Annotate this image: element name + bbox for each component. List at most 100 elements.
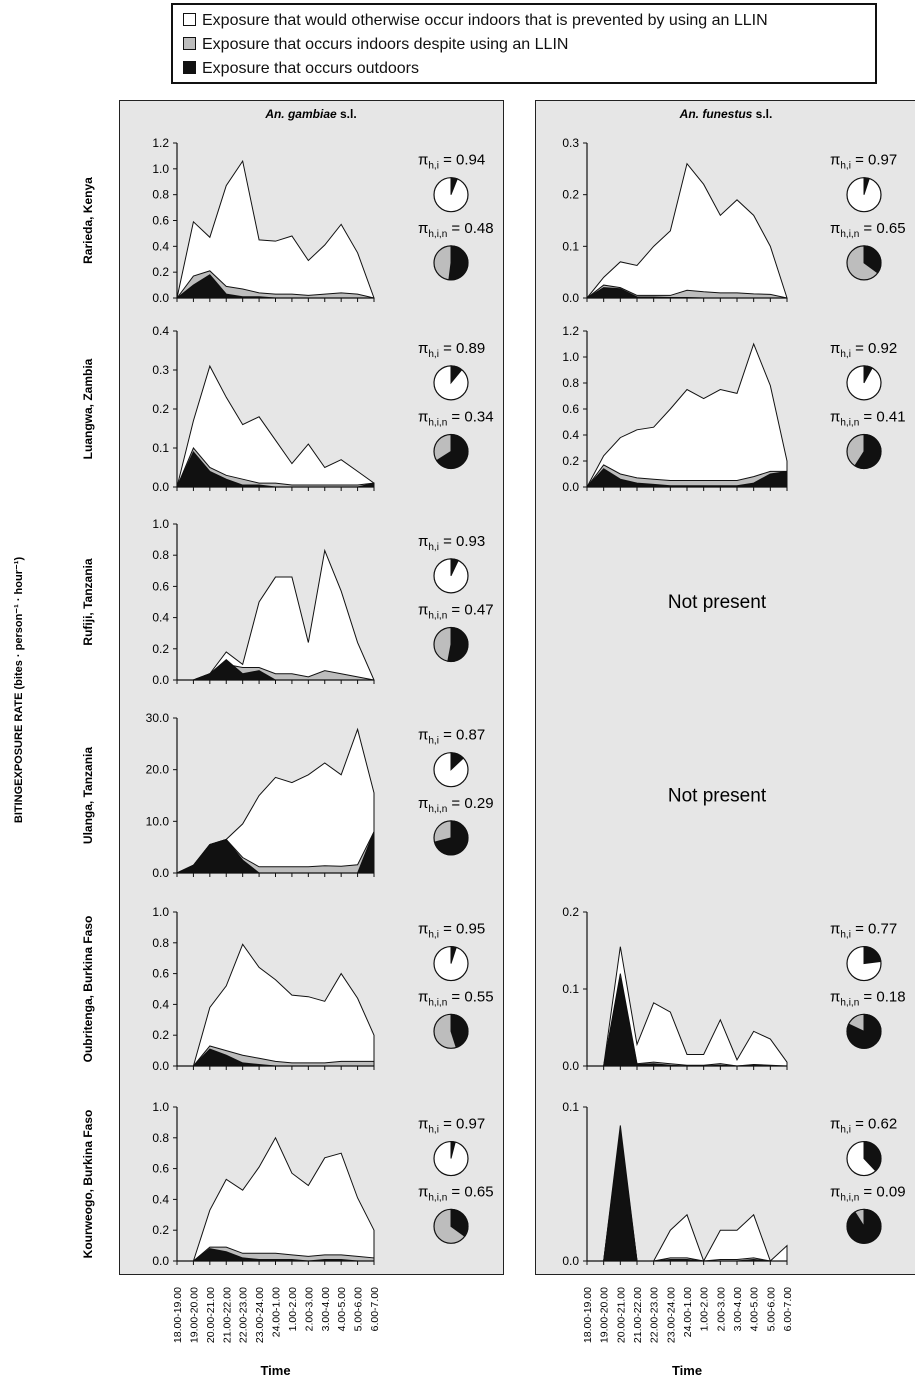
y-tick-label-r5-c0-0: 0.0 bbox=[152, 1254, 169, 1268]
legend-label-prevented: Exposure that would otherwise occur indo… bbox=[202, 12, 768, 29]
area-prevented-r5-c0 bbox=[177, 1136, 375, 1262]
pi-hi-label-r5-c1: πh,i = 0.62 bbox=[830, 1116, 897, 1136]
x-tick-label-c1-2: 20.00-21.00 bbox=[615, 1287, 627, 1343]
x-tick-label-c1-8: 2.00-3.00 bbox=[715, 1287, 727, 1332]
x-tick-label-c1-4: 22.00-23.00 bbox=[649, 1287, 661, 1343]
pie-hi-r5-c0-slice bbox=[450, 1141, 456, 1159]
x-tick-label-c1-3: 21.00-22.00 bbox=[632, 1287, 644, 1343]
y-tick-label-r5-c0-5: 1.0 bbox=[152, 1100, 169, 1114]
pi-hi-label-r3-c0: πh,i = 0.87 bbox=[418, 727, 485, 747]
x-tick-label-c0-12: 6.00-7.00 bbox=[369, 1287, 381, 1332]
x-tick-label-c1-5: 23.00-24.00 bbox=[665, 1287, 677, 1343]
pi-hi-label-r2-c0: πh,i = 0.93 bbox=[418, 533, 485, 553]
pi-hin-label-r5-c1: πh,i,n = 0.09 bbox=[830, 1183, 906, 1203]
pie-hin-r4-c1-slice bbox=[846, 1013, 882, 1049]
area-prevented-r0-c1 bbox=[585, 162, 788, 299]
y-tick-label-r5-c0-4: 0.8 bbox=[152, 1131, 169, 1145]
pie-hin-r5-c0-slice bbox=[450, 1208, 469, 1238]
legend: Exposure that would otherwise occur indo… bbox=[171, 3, 877, 84]
pie-hi-r4-c0-slice bbox=[450, 946, 457, 964]
y-tick-label-r4-c0-5: 1.0 bbox=[152, 905, 169, 919]
legend-swatch-black bbox=[183, 61, 196, 74]
area-indoor-net-r1-c0 bbox=[176, 447, 375, 488]
x-tick-label-c0-5: 23.00-24.00 bbox=[254, 1287, 266, 1343]
pie-hi-r0-c0-slice bbox=[450, 177, 458, 195]
x-tick-label-c1-11: 5.00-6.00 bbox=[765, 1287, 777, 1332]
y-tick-label-r4-c1-2: 0.2 bbox=[562, 905, 579, 919]
y-tick-label-r1-c1-4: 0.8 bbox=[562, 376, 579, 390]
y-tick-label-r3-c0-2: 20.0 bbox=[146, 763, 170, 777]
x-tick-label-c0-4: 22.00-23.00 bbox=[238, 1287, 250, 1343]
y-tick-label-r4-c0-1: 0.2 bbox=[152, 1028, 169, 1042]
pi-hi-label-r5-c0: πh,i = 0.97 bbox=[418, 1116, 485, 1136]
legend-item-prevented: Exposure that would otherwise occur indo… bbox=[183, 11, 768, 31]
y-tick-label-r4-c0-4: 0.8 bbox=[152, 936, 169, 950]
y-tick-label-r2-c0-3: 0.6 bbox=[152, 579, 169, 593]
pie-hin-r0-c0-slice bbox=[448, 245, 469, 281]
y-tick-label-r5-c0-3: 0.6 bbox=[152, 1162, 169, 1176]
pi-hi-label-r1-c1: πh,i = 0.92 bbox=[830, 340, 897, 360]
pie-hi-r4-c1-slice bbox=[863, 946, 882, 965]
x-tick-label-c0-10: 4.00-5.00 bbox=[336, 1287, 348, 1332]
pi-hi-label-r4-c1: πh,i = 0.77 bbox=[830, 921, 897, 941]
y-tick-label-r0-c0-6: 1.2 bbox=[152, 136, 169, 150]
not-present-label-2: Not present bbox=[668, 592, 767, 613]
area-indoor-net-r0-c0 bbox=[176, 270, 375, 299]
y-tick-label-r3-c0-1: 10.0 bbox=[146, 814, 170, 828]
area-prevented-r4-c0 bbox=[177, 943, 375, 1067]
y-tick-label-r1-c1-2: 0.4 bbox=[562, 428, 579, 442]
y-tick-label-r1-c1-3: 0.6 bbox=[562, 402, 579, 416]
site-label-5: Kourweogo, Burkina Faso bbox=[81, 1110, 95, 1259]
pie-hin-r3-c0-slice bbox=[433, 820, 469, 856]
y-tick-label-r1-c0-2: 0.2 bbox=[152, 402, 169, 416]
pi-hi-label-r4-c0: πh,i = 0.95 bbox=[418, 921, 485, 941]
y-tick-label-r2-c0-5: 1.0 bbox=[152, 517, 169, 531]
y-tick-label-r1-c0-1: 0.1 bbox=[152, 441, 169, 455]
site-label-2: Rufiji, Tanzania bbox=[81, 558, 95, 645]
x-tick-label-c0-6: 24.00-1.00 bbox=[271, 1287, 283, 1337]
area-outdoor-r1-c1 bbox=[585, 468, 788, 488]
x-tick-label-c0-3: 21.00-22.00 bbox=[221, 1287, 233, 1343]
x-tick-label-c1-1: 19.00-20.00 bbox=[599, 1287, 611, 1343]
y-tick-label-r2-c0-1: 0.2 bbox=[152, 642, 169, 656]
legend-swatch-grey bbox=[183, 37, 196, 50]
pi-hin-label-r0-c0: πh,i,n = 0.48 bbox=[418, 220, 494, 240]
pie-hin-r5-c1-slice bbox=[846, 1208, 882, 1244]
y-tick-label-r0-c0-3: 0.6 bbox=[152, 214, 169, 228]
x-tick-label-c0-8: 2.00-3.00 bbox=[303, 1287, 315, 1332]
x-tick-label-c1-6: 24.00-1.00 bbox=[682, 1287, 694, 1337]
legend-item-outdoor: Exposure that occurs outdoors bbox=[183, 59, 419, 79]
y-tick-label-r0-c1-2: 0.2 bbox=[562, 188, 579, 202]
x-tick-label-c0-1: 19.00-20.00 bbox=[188, 1287, 200, 1343]
y-tick-label-r1-c1-6: 1.2 bbox=[562, 324, 579, 338]
x-tick-label-c1-10: 4.00-5.00 bbox=[749, 1287, 761, 1332]
pie-hi-r1-c0-slice bbox=[450, 365, 463, 385]
x-tick-label-c0-9: 3.00-4.00 bbox=[320, 1287, 332, 1332]
y-tick-label-r3-c0-0: 0.0 bbox=[152, 866, 169, 880]
area-prevented-r0-c0 bbox=[176, 159, 375, 299]
y-tick-label-r4-c0-0: 0.0 bbox=[152, 1059, 169, 1073]
pi-hin-label-r1-c1: πh,i,n = 0.41 bbox=[830, 408, 906, 428]
y-tick-label-r0-c0-4: 0.8 bbox=[152, 188, 169, 202]
y-tick-label-r3-c0-3: 30.0 bbox=[146, 711, 170, 725]
y-tick-label-r0-c1-0: 0.0 bbox=[562, 291, 579, 305]
x-tick-label-c0-7: 1.00-2.00 bbox=[287, 1287, 299, 1332]
site-label-3: Ulanga, Tanzania bbox=[81, 747, 95, 844]
area-prevented-r2-c0 bbox=[177, 548, 375, 681]
y-tick-label-r0-c1-1: 0.1 bbox=[562, 239, 579, 253]
legend-item-indoor-net: Exposure that occurs indoors despite usi… bbox=[183, 35, 568, 55]
y-tick-label-r0-c1-3: 0.3 bbox=[562, 136, 579, 150]
pi-hin-label-r1-c0: πh,i,n = 0.34 bbox=[418, 408, 494, 428]
y-tick-label-r4-c0-2: 0.4 bbox=[152, 997, 169, 1011]
legend-label-outdoor: Exposure that occurs outdoors bbox=[202, 60, 420, 77]
y-tick-label-r5-c0-1: 0.2 bbox=[152, 1223, 169, 1237]
site-label-4: Oubritenga, Burkina Faso bbox=[81, 916, 95, 1063]
y-tick-label-r5-c0-2: 0.4 bbox=[152, 1192, 169, 1206]
pi-hin-label-r2-c0: πh,i,n = 0.47 bbox=[418, 601, 494, 621]
y-tick-label-r5-c1-1: 0.1 bbox=[562, 1100, 579, 1114]
site-label-1: Luangwa, Zambia bbox=[81, 358, 95, 459]
y-tick-label-r1-c0-4: 0.4 bbox=[152, 324, 169, 338]
y-tick-label-r4-c1-0: 0.0 bbox=[562, 1059, 579, 1073]
pie-hi-r1-c1-slice bbox=[863, 365, 873, 384]
